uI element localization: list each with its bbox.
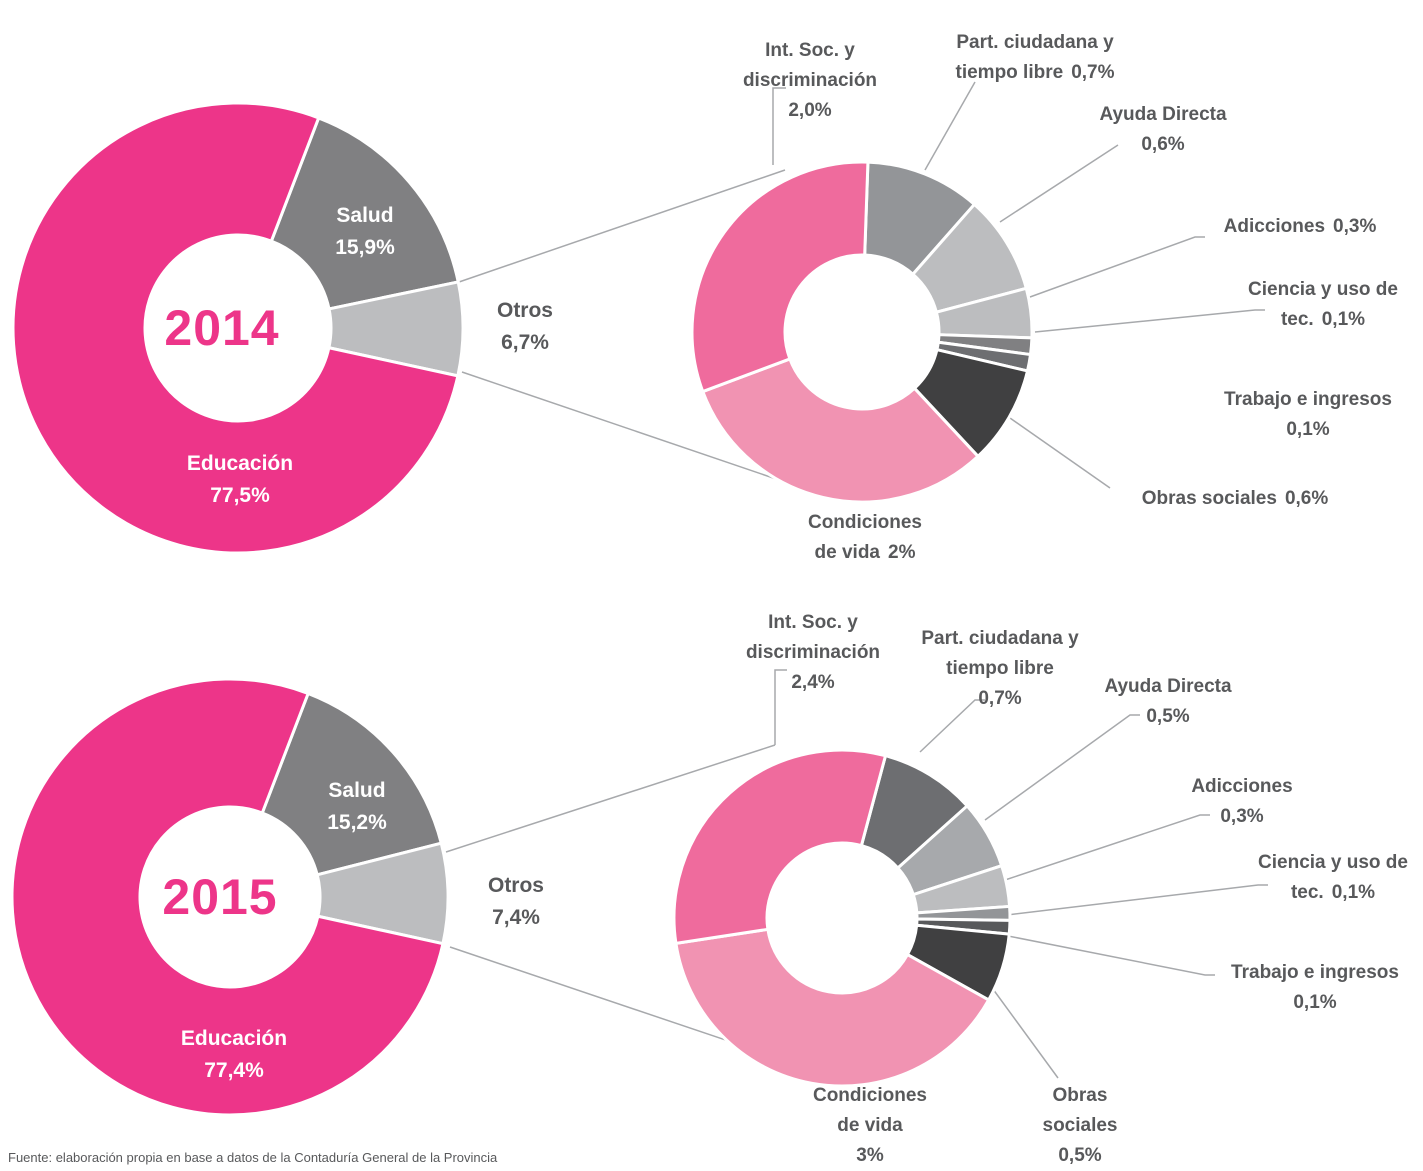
category-label: Int. Soc. y discriminación 2,0% [730, 36, 890, 126]
category-name: Adicciones [1191, 776, 1293, 797]
category-name: Ciencia y uso de tec. [1248, 279, 1398, 330]
category-label: Condiciones de vida 2% [795, 508, 935, 568]
value-label: 2% [888, 542, 916, 563]
value-label: 0,7% [978, 688, 1022, 709]
connector [461, 371, 786, 483]
category-name: Part. ciudadana y tiempo libre [955, 32, 1114, 83]
center-label: 2015 [162, 869, 278, 925]
category-label: Ciencia y uso de tec. 0,1% [1243, 275, 1403, 335]
donut-slice [690, 160, 870, 394]
value-label: 0,6% [1141, 134, 1185, 155]
leader [1029, 236, 1205, 298]
slice-label: Otros 6,7% [445, 295, 605, 359]
leader [984, 714, 1140, 821]
value-label: 15,9% [335, 236, 395, 259]
value-label: 0,3% [1333, 216, 1377, 237]
category-name: Trabajo e ingresos [1231, 962, 1399, 983]
slice-label: Otros 7,4% [436, 870, 596, 934]
value-label: 0,5% [1058, 1145, 1102, 1166]
category-label: Part. ciudadana y tiempo libre 0,7% [935, 28, 1135, 88]
value-label: 77,4% [204, 1059, 264, 1082]
category-label: Adicciones 0,3% [1170, 212, 1423, 242]
category-label: Ayuda Directa 0,6% [1078, 100, 1248, 160]
category-name: Condiciones de vida [807, 512, 922, 563]
category-label: Part. ciudadana y tiempo libre 0,7% [900, 624, 1100, 714]
value-label: 3% [856, 1145, 884, 1166]
category-name: Ciencia y uso de tec. [1258, 852, 1408, 903]
leader [1034, 309, 1265, 333]
leader [989, 984, 1059, 1079]
category-label: Adicciones 0,3% [1157, 772, 1327, 832]
donut-slice [269, 116, 460, 311]
connector [445, 744, 776, 853]
connector [458, 169, 786, 283]
value-label: 0,1% [1293, 992, 1337, 1013]
value-label: 2,4% [791, 672, 835, 693]
category-name: Part. ciudadana y tiempo libre [921, 628, 1079, 679]
value-label: 0,1% [1286, 419, 1330, 440]
donut-slice [672, 748, 887, 945]
category-label: Obras sociales 0,5% [1030, 1081, 1130, 1171]
value-label: 0,7% [1071, 62, 1115, 83]
leader [774, 669, 787, 745]
slice-label: Salud 15,2% [277, 775, 437, 839]
category-name: Otros [487, 874, 544, 897]
source-note: Fuente: elaboración propia en base a dat… [8, 1150, 498, 1165]
category-label: Ayuda Directa 0,5% [1083, 672, 1253, 732]
slice-label: Salud 15,9% [285, 200, 445, 264]
connector [449, 946, 771, 1056]
donut-slice [10, 677, 445, 1117]
center-label: 2014 [164, 300, 280, 356]
value-label: 0,1% [1331, 882, 1376, 903]
leader [924, 81, 976, 171]
category-name: Ayuda Directa [1104, 676, 1232, 697]
category-name: Educación [180, 1027, 288, 1050]
category-name: Ayuda Directa [1099, 104, 1227, 125]
leader [1002, 934, 1215, 976]
value-label: 0,6% [1284, 488, 1329, 509]
category-label: Ciencia y uso de tec. 0,1% [1253, 848, 1413, 908]
category-label: Trabajo e ingresos 0,1% [1188, 385, 1423, 445]
category-name: Otros [496, 299, 553, 322]
slice-label: Educación 77,5% [160, 448, 320, 512]
donut-slice [260, 691, 443, 877]
category-label: Condiciones de vida 3% [800, 1081, 940, 1171]
leaders [772, 81, 1268, 1079]
category-name: Obras sociales [1141, 488, 1277, 509]
donut-slice [674, 927, 991, 1088]
value-label: 2,0% [788, 100, 832, 121]
leader [1006, 884, 1268, 916]
connectors [445, 169, 786, 1056]
leader [999, 144, 1119, 223]
value-label: 7,4% [492, 906, 540, 929]
value-label: 0,1% [1321, 309, 1366, 330]
category-label: Int. Soc. y discriminación 2,4% [733, 608, 893, 698]
value-label: 0,3% [1220, 806, 1264, 827]
category-name: Int. Soc. y discriminación [742, 40, 878, 91]
value-label: 15,2% [327, 811, 387, 834]
leader [919, 699, 985, 753]
value-label: 0,5% [1146, 706, 1190, 727]
value-label: 77,5% [210, 484, 270, 507]
donut-slice [11, 101, 460, 555]
category-name: Adicciones [1223, 216, 1326, 237]
category-label: Obras sociales 0,6% [1105, 484, 1365, 514]
category-name: Int. Soc. y discriminación [745, 612, 881, 663]
category-name: Trabajo e ingresos [1224, 389, 1392, 410]
category-name: Educación [186, 452, 294, 475]
category-name: Salud [328, 779, 386, 802]
value-label: 6,7% [501, 331, 549, 354]
leader [772, 87, 786, 165]
donut-slice [701, 357, 980, 504]
category-name: Obras sociales [1042, 1085, 1118, 1136]
category-name: Salud [336, 204, 394, 227]
category-name: Condiciones de vida [812, 1085, 927, 1136]
leader [1009, 417, 1111, 489]
category-label: Trabajo e ingresos 0,1% [1195, 958, 1423, 1018]
slice-label: Educación 77,4% [154, 1023, 314, 1087]
leader [1004, 814, 1210, 881]
